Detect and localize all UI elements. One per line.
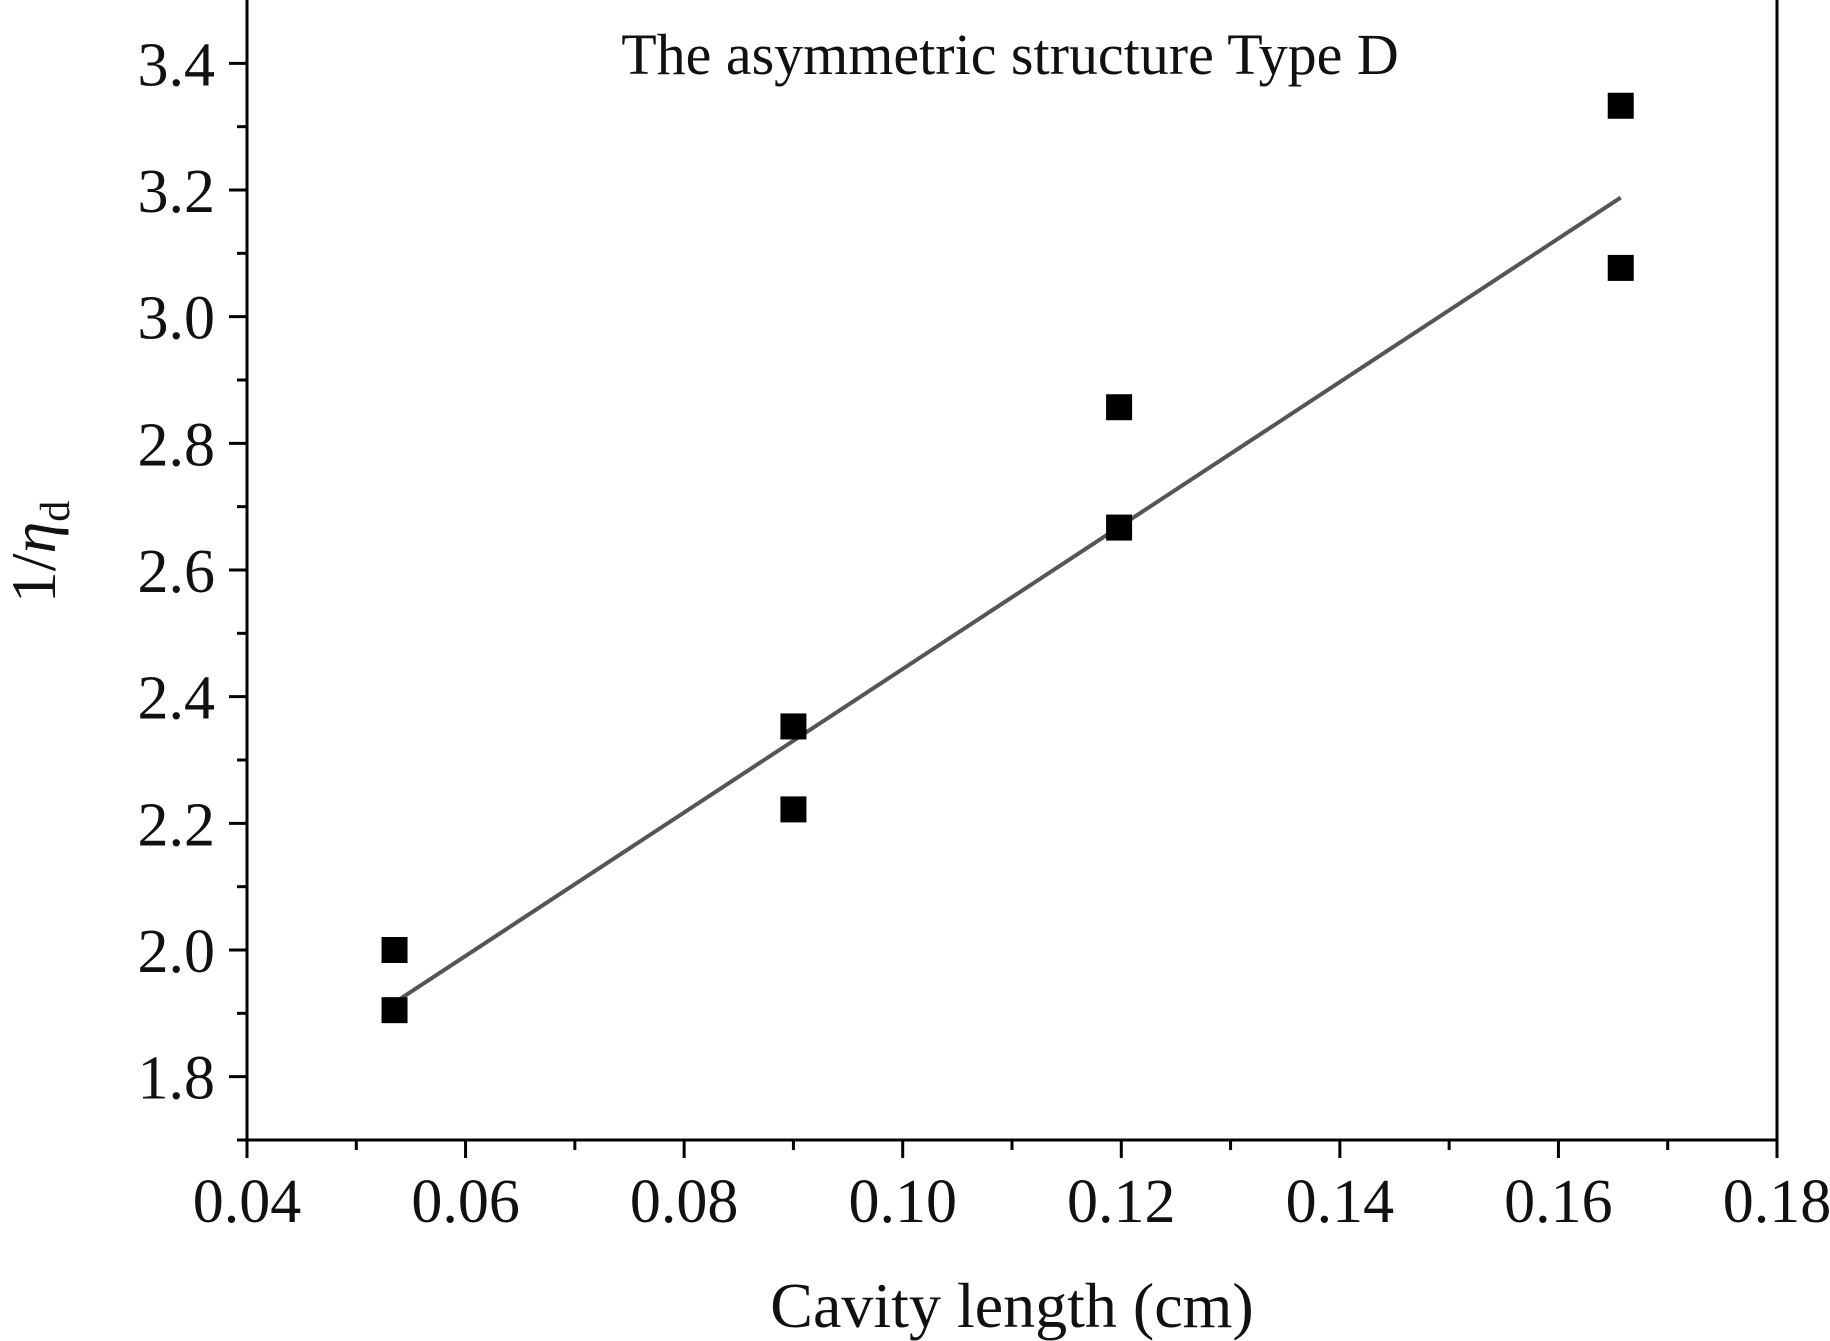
data-point bbox=[1607, 254, 1634, 281]
chart-title: The asymmetric structure Type D bbox=[621, 22, 1399, 87]
y-tick-label: 2.8 bbox=[138, 411, 216, 479]
x-tick-label: 0.12 bbox=[1067, 1168, 1176, 1236]
y-tick-label: 2.2 bbox=[138, 791, 216, 859]
y-tick-label: 3.0 bbox=[138, 285, 216, 353]
data-point bbox=[780, 713, 807, 740]
x-tick-label: 0.18 bbox=[1723, 1168, 1830, 1236]
fit-line bbox=[393, 195, 1622, 1005]
data-point bbox=[381, 937, 408, 963]
x-tick-labels: 0.04 0.06 0.08 0.10 0.12 0.14 0.16 0.18 bbox=[193, 1168, 1830, 1236]
plot-frame bbox=[245, 0, 1779, 1142]
y-axis-title: 1/ηd bbox=[0, 501, 79, 604]
data-point bbox=[1607, 92, 1634, 119]
x-tick-label: 0.08 bbox=[630, 1168, 739, 1236]
y-tick-label: 1.8 bbox=[138, 1045, 216, 1113]
y-axis-title-subscript: d bbox=[33, 501, 79, 522]
y-tick-label: 3.2 bbox=[138, 158, 216, 226]
axis-ticks bbox=[229, 61, 1779, 1158]
data-points bbox=[381, 92, 1634, 1024]
y-axis-title-prefix: 1/ bbox=[0, 553, 69, 603]
data-point bbox=[1106, 394, 1133, 421]
y-tick-label: 2.6 bbox=[138, 538, 216, 606]
data-point bbox=[1106, 514, 1133, 541]
y-tick-labels: 1.8 2.0 2.2 2.4 2.6 2.8 3.0 3.2 3.4 bbox=[138, 31, 216, 1112]
x-tick-label: 0.04 bbox=[193, 1168, 302, 1236]
y-axis-title-symbol: η bbox=[0, 522, 69, 554]
x-tick-label: 0.16 bbox=[1504, 1168, 1613, 1236]
x-tick-label: 0.10 bbox=[848, 1168, 957, 1236]
data-point bbox=[780, 796, 807, 823]
fit-line-layer bbox=[393, 195, 1622, 1005]
x-tick-label: 0.06 bbox=[411, 1168, 520, 1236]
y-tick-label: 2.0 bbox=[138, 918, 216, 986]
y-tick-label: 2.4 bbox=[138, 665, 216, 733]
x-tick-label: 0.14 bbox=[1286, 1168, 1395, 1236]
y-tick-label: 3.4 bbox=[138, 31, 216, 99]
data-point bbox=[381, 997, 408, 1024]
x-axis-title: Cavity length (cm) bbox=[770, 1270, 1253, 1341]
